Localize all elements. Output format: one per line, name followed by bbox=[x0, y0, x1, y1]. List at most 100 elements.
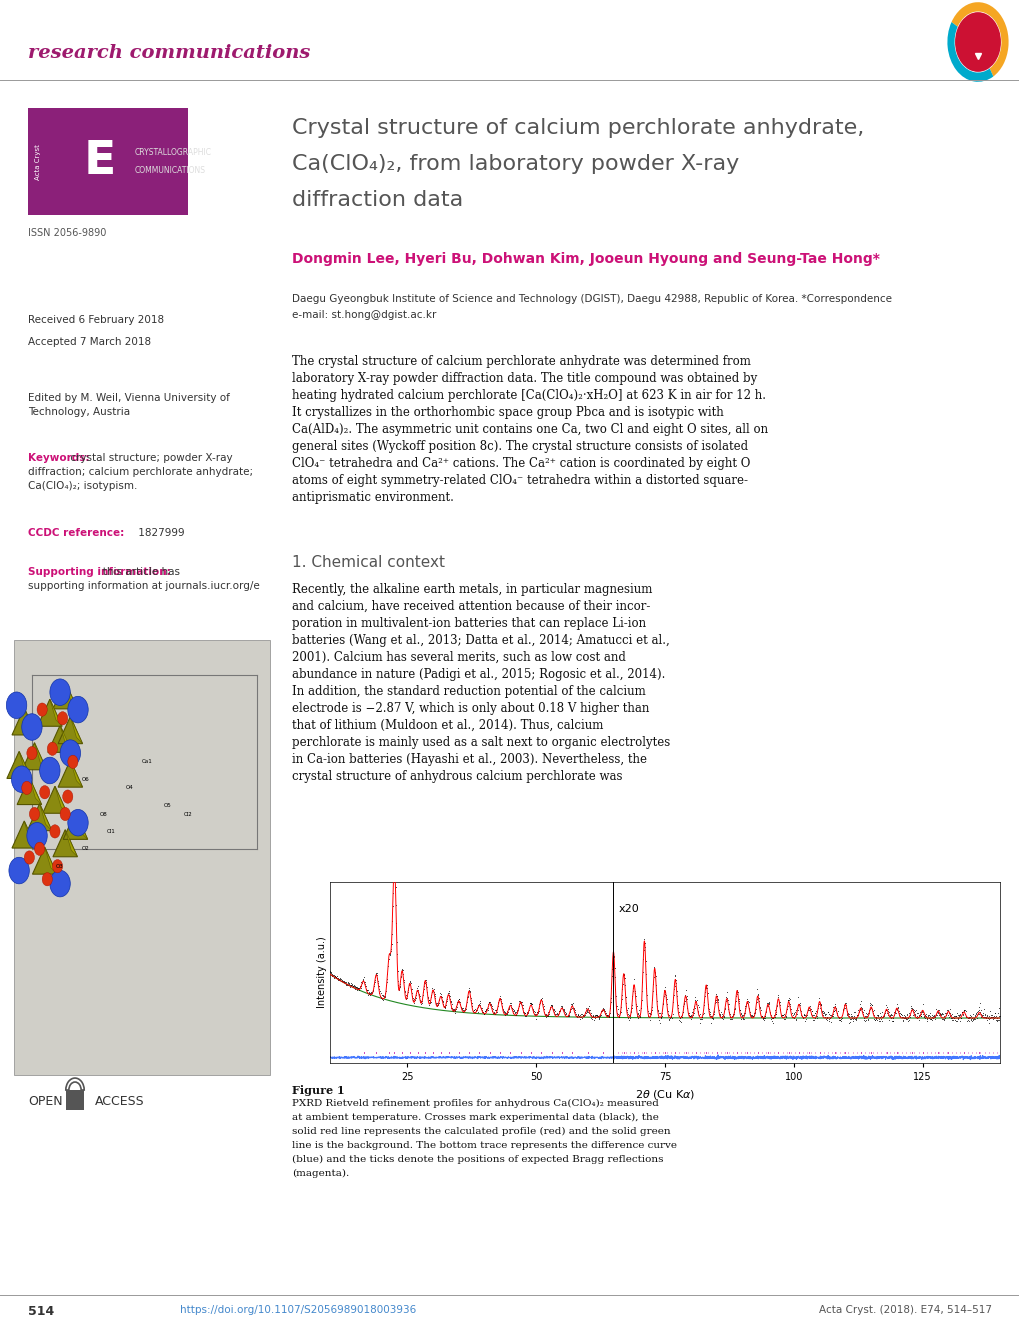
Circle shape bbox=[52, 860, 62, 873]
Text: Crystal structure of calcium perchlorate anhydrate,: Crystal structure of calcium perchlorate… bbox=[291, 118, 863, 138]
Text: O6: O6 bbox=[82, 776, 90, 782]
Polygon shape bbox=[70, 760, 83, 787]
Polygon shape bbox=[48, 726, 72, 752]
Text: Supporting information:: Supporting information: bbox=[28, 567, 170, 577]
Text: Ca(AlD₄)₂. The asymmetric unit contains one Ca, two Cl and eight O sites, all on: Ca(AlD₄)₂. The asymmetric unit contains … bbox=[291, 423, 767, 437]
FancyBboxPatch shape bbox=[28, 107, 187, 215]
Text: O2: O2 bbox=[82, 847, 90, 852]
Polygon shape bbox=[24, 707, 37, 735]
Polygon shape bbox=[12, 821, 37, 848]
Text: E: E bbox=[84, 139, 116, 184]
Polygon shape bbox=[53, 682, 77, 709]
Text: Acta Cryst: Acta Cryst bbox=[35, 145, 41, 180]
Polygon shape bbox=[22, 743, 47, 770]
Text: https://doi.org/10.1107/S2056989018003936: https://doi.org/10.1107/S205698901800393… bbox=[179, 1304, 416, 1315]
Circle shape bbox=[40, 786, 50, 799]
Polygon shape bbox=[65, 682, 77, 709]
Circle shape bbox=[67, 755, 77, 768]
Polygon shape bbox=[60, 726, 72, 752]
Text: ClO₄⁻ tetrahedra and Ca²⁺ cations. The Ca²⁺ cation is coordinated by eight O: ClO₄⁻ tetrahedra and Ca²⁺ cations. The C… bbox=[291, 456, 750, 470]
Text: O4: O4 bbox=[125, 786, 132, 791]
Polygon shape bbox=[55, 786, 67, 813]
Circle shape bbox=[37, 703, 47, 717]
Wedge shape bbox=[947, 23, 993, 82]
Circle shape bbox=[60, 740, 81, 767]
Text: diffraction data: diffraction data bbox=[291, 190, 463, 210]
Circle shape bbox=[57, 711, 67, 725]
Circle shape bbox=[30, 807, 40, 820]
Circle shape bbox=[21, 782, 32, 795]
Y-axis label: Intensity (a.u.): Intensity (a.u.) bbox=[317, 937, 327, 1009]
Text: crystal structure; powder X-ray
diffraction; calcium perchlorate anhydrate;
Ca(C: crystal structure; powder X-ray diffract… bbox=[28, 453, 253, 491]
Circle shape bbox=[50, 825, 60, 839]
Text: this article has
supporting information at journals.iucr.org/e: this article has supporting information … bbox=[28, 567, 260, 591]
Circle shape bbox=[11, 766, 32, 792]
Circle shape bbox=[62, 790, 72, 803]
Text: at ambient temperature. Crosses mark experimental data (black), the: at ambient temperature. Crosses mark exp… bbox=[291, 1113, 658, 1123]
Polygon shape bbox=[19, 751, 32, 779]
Text: heating hydrated calcium perchlorate [Ca(ClO₄)₂·xH₂O] at 623 K in air for 12 h.: heating hydrated calcium perchlorate [Ca… bbox=[291, 389, 765, 402]
Text: O8: O8 bbox=[100, 812, 107, 816]
Polygon shape bbox=[75, 812, 88, 840]
Text: Daegu Gyeongbuk Institute of Science and Technology (DGIST), Daegu 42988, Republ: Daegu Gyeongbuk Institute of Science and… bbox=[291, 295, 892, 304]
Polygon shape bbox=[40, 804, 52, 831]
Circle shape bbox=[67, 697, 88, 723]
Text: O3: O3 bbox=[56, 864, 64, 869]
Polygon shape bbox=[24, 821, 37, 848]
Text: Figure 1: Figure 1 bbox=[291, 1085, 344, 1096]
Circle shape bbox=[50, 871, 70, 897]
Circle shape bbox=[35, 843, 45, 856]
Text: In addition, the standard reduction potential of the calcium: In addition, the standard reduction pote… bbox=[291, 685, 645, 698]
Circle shape bbox=[9, 857, 30, 884]
Circle shape bbox=[6, 691, 26, 718]
Polygon shape bbox=[45, 847, 57, 874]
Circle shape bbox=[21, 714, 42, 740]
Polygon shape bbox=[17, 778, 42, 804]
Text: Edited by M. Weil, Vienna University of
Technology, Austria: Edited by M. Weil, Vienna University of … bbox=[28, 393, 229, 417]
Text: O5: O5 bbox=[164, 803, 171, 808]
Polygon shape bbox=[43, 786, 67, 813]
Circle shape bbox=[24, 851, 35, 864]
Text: 514: 514 bbox=[28, 1304, 54, 1318]
Text: 1827999: 1827999 bbox=[135, 528, 184, 537]
Text: 2001). Calcium has several merits, such as low cost and: 2001). Calcium has several merits, such … bbox=[291, 652, 626, 664]
Polygon shape bbox=[12, 707, 37, 735]
Text: general sites (Wyckoff position 8c). The crystal structure consists of isolated: general sites (Wyckoff position 8c). The… bbox=[291, 441, 747, 453]
Text: line is the background. The bottom trace represents the difference curve: line is the background. The bottom trace… bbox=[291, 1141, 677, 1151]
Circle shape bbox=[42, 873, 52, 886]
Text: atoms of eight symmetry-related ClO₄⁻ tetrahedra within a distorted square-: atoms of eight symmetry-related ClO₄⁻ te… bbox=[291, 474, 747, 487]
Text: electrode is −2.87 V, which is only about 0.18 V higher than: electrode is −2.87 V, which is only abou… bbox=[291, 702, 649, 715]
Text: 1. Chemical context: 1. Chemical context bbox=[291, 555, 444, 571]
Text: Accepted 7 March 2018: Accepted 7 March 2018 bbox=[28, 337, 151, 346]
Text: Recently, the alkaline earth metals, in particular magnesium: Recently, the alkaline earth metals, in … bbox=[291, 583, 652, 596]
Text: solid red line represents the calculated profile (red) and the solid green: solid red line represents the calculated… bbox=[291, 1127, 669, 1136]
Text: Cl2: Cl2 bbox=[183, 812, 193, 816]
Text: (blue) and the ticks denote the positions of expected Bragg reflections: (blue) and the ticks denote the position… bbox=[291, 1154, 662, 1164]
Text: Acta Cryst. (2018). E74, 514–517: Acta Cryst. (2018). E74, 514–517 bbox=[818, 1304, 991, 1315]
Polygon shape bbox=[35, 743, 47, 770]
Circle shape bbox=[26, 747, 37, 760]
Text: perchlorate is mainly used as a salt next to organic electrolytes: perchlorate is mainly used as a salt nex… bbox=[291, 736, 669, 748]
Wedge shape bbox=[954, 12, 1000, 72]
Text: PXRD Rietveld refinement profiles for anhydrous Ca(ClO₄)₂ measured: PXRD Rietveld refinement profiles for an… bbox=[291, 1099, 658, 1108]
Text: (magenta).: (magenta). bbox=[291, 1169, 348, 1178]
Text: Ca1: Ca1 bbox=[142, 759, 153, 764]
Circle shape bbox=[40, 758, 60, 784]
Text: It crystallizes in the orthorhombic space group Pbca and is isotypic with: It crystallizes in the orthorhombic spac… bbox=[291, 406, 723, 419]
FancyBboxPatch shape bbox=[66, 1089, 85, 1109]
Polygon shape bbox=[58, 760, 83, 787]
Polygon shape bbox=[70, 717, 83, 743]
Circle shape bbox=[60, 807, 70, 820]
Text: x20: x20 bbox=[618, 904, 639, 914]
Text: abundance in nature (Padigi et al., 2015; Rogosic et al., 2014).: abundance in nature (Padigi et al., 2015… bbox=[291, 667, 664, 681]
Polygon shape bbox=[50, 699, 62, 726]
Polygon shape bbox=[63, 812, 88, 840]
Text: OPEN: OPEN bbox=[28, 1095, 62, 1108]
Text: batteries (Wang et al., 2013; Datta et al., 2014; Amatucci et al.,: batteries (Wang et al., 2013; Datta et a… bbox=[291, 634, 669, 648]
Text: Cl1: Cl1 bbox=[107, 829, 115, 833]
Text: CRYSTALLOGRAPHIC: CRYSTALLOGRAPHIC bbox=[135, 149, 212, 157]
Text: Dongmin Lee, Hyeri Bu, Dohwan Kim, Jooeun Hyoung and Seung-Tae Hong*: Dongmin Lee, Hyeri Bu, Dohwan Kim, Jooeu… bbox=[291, 252, 879, 265]
Polygon shape bbox=[33, 847, 57, 874]
Text: ISSN 2056-9890: ISSN 2056-9890 bbox=[28, 228, 106, 238]
Text: laboratory X-ray powder diffraction data. The title compound was obtained by: laboratory X-ray powder diffraction data… bbox=[291, 372, 756, 385]
